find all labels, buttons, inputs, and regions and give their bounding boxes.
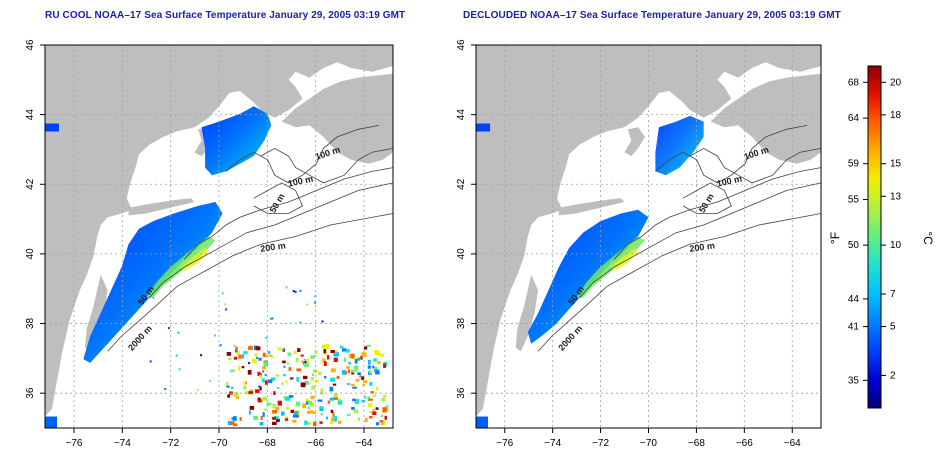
- lat-tick-label: 46: [25, 39, 36, 51]
- land-mainland: [45, 45, 393, 417]
- lon-tick-label: −76: [66, 438, 83, 449]
- colorbar-c-tick-label: 2: [890, 370, 896, 381]
- bathymetry-contour: [689, 147, 821, 184]
- colorbar-c-tick-label: 15: [890, 159, 902, 170]
- colorbar-scale: [867, 65, 882, 409]
- lat-tick-label: 44: [456, 109, 467, 121]
- land-delmarva: [85, 274, 108, 352]
- lon-tick-label: −68: [259, 438, 276, 449]
- lon-tick-label: −64: [784, 438, 801, 449]
- land-mainland: [476, 45, 821, 417]
- bathymetry-contour: [655, 125, 808, 184]
- lat-tick-label: 44: [25, 109, 36, 121]
- lat-tick-label: 42: [25, 178, 36, 190]
- colorbar-c-tick-label: 10: [890, 240, 902, 251]
- colorbar-celsius-label: °C: [921, 231, 935, 245]
- land-cape-cod: [624, 127, 645, 157]
- lat-tick-label: 38: [25, 318, 36, 330]
- lat-tick-label: 38: [456, 318, 467, 330]
- colorbar-fahrenheit-label: °F: [828, 232, 842, 244]
- contour-label: 200 m: [260, 240, 287, 253]
- map-title-left: RU COOL NOAA–17 Sea Surface Temperature …: [45, 10, 406, 21]
- lat-tick-label: 42: [456, 178, 467, 190]
- colorbar-c-tick-label: 18: [890, 110, 902, 121]
- bathymetry-contour: [537, 213, 821, 352]
- land-delmarva: [515, 274, 539, 352]
- colorbar-f-tick-label: 41: [848, 322, 860, 333]
- bathymetry-contour: [107, 213, 393, 352]
- lon-tick-label: −68: [688, 438, 705, 449]
- bathymetry-contour: [149, 182, 393, 299]
- land-long-island: [558, 198, 625, 216]
- colorbar-c-tick-label: 7: [890, 289, 896, 300]
- contour-label: 200 m: [689, 240, 716, 253]
- lon-tick-label: −66: [307, 438, 324, 449]
- land-nova-scotia: [710, 73, 821, 164]
- colorbar-c-tick-label: 13: [890, 191, 902, 202]
- lon-tick-label: −74: [544, 438, 561, 449]
- colorbar-f-tick-label: 64: [848, 113, 860, 124]
- lon-tick-label: −66: [736, 438, 753, 449]
- bathymetry-contour: [225, 125, 380, 184]
- colorbar-f-tick-label: 68: [848, 77, 860, 88]
- lon-tick-label: −72: [592, 438, 609, 449]
- land-long-island: [128, 198, 195, 216]
- lon-tick-label: −70: [640, 438, 657, 449]
- bathymetry-contour: [682, 182, 732, 214]
- colorbar-c-tick-label: 20: [890, 77, 902, 88]
- colorbar-c-tick-label: 5: [890, 322, 896, 333]
- lat-tick-label: 40: [456, 248, 467, 260]
- lon-tick-label: −64: [356, 438, 373, 449]
- lon-tick-label: −72: [162, 438, 179, 449]
- lon-tick-label: −70: [211, 438, 228, 449]
- land-nova-scotia: [281, 73, 393, 164]
- lat-tick-label: 36: [25, 387, 36, 399]
- colorbar-f-tick-label: 55: [848, 195, 860, 206]
- bathymetry-contour: [253, 182, 304, 214]
- map-title-right: DECLOUDED NOAA–17 Sea Surface Temperatur…: [463, 10, 841, 21]
- colorbar-f-tick-label: 59: [848, 159, 860, 170]
- colorbar-f-tick-label: 44: [848, 294, 860, 305]
- lat-tick-label: 40: [25, 248, 36, 260]
- lon-tick-label: −74: [114, 438, 131, 449]
- colorbar-f-tick-label: 50: [848, 240, 860, 251]
- colorbar: 68 64 59 55 50 44 41 35 20 18 15 13 10 7 5 2 °F °C: [828, 65, 935, 409]
- colorbar-f-tick-label: 35: [848, 375, 860, 386]
- lat-tick-label: 36: [456, 387, 467, 399]
- lon-tick-label: −76: [496, 438, 513, 449]
- lat-tick-label: 46: [456, 39, 467, 51]
- bathymetry-contour: [260, 147, 393, 184]
- bathymetry-contour: [579, 182, 821, 299]
